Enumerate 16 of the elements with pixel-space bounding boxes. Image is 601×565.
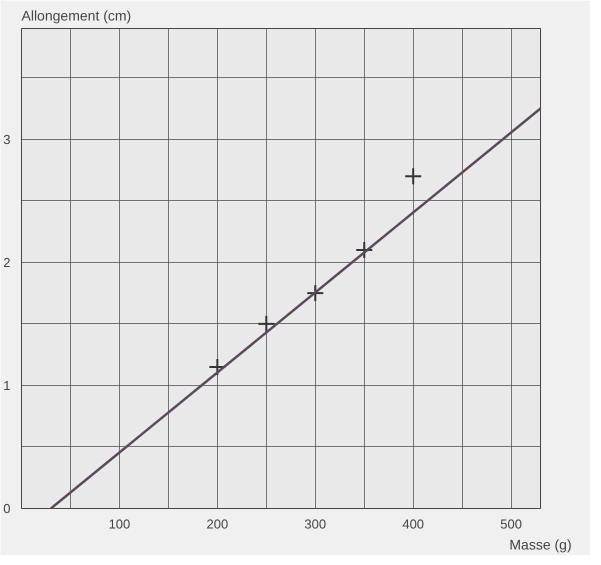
x-tick-label: 500: [500, 516, 522, 532]
x-tick-label: 200: [206, 516, 228, 532]
x-tick-label: 400: [402, 516, 424, 532]
x-axis-title: Masse (g): [509, 536, 572, 552]
point: [355, 241, 374, 260]
y-tick-label: 1: [3, 378, 11, 393]
x-tick-label: 100: [108, 516, 130, 532]
point: [306, 284, 324, 302]
point: [208, 358, 226, 376]
y-axis-title: Allongement (cm): [22, 8, 132, 24]
point: [257, 314, 276, 333]
x-tick-label: 300: [304, 516, 326, 532]
y-tick-label: 0: [3, 501, 11, 516]
y-tick-label: 2: [3, 254, 11, 270]
point: [404, 167, 422, 186]
y-tick-label: 3: [3, 132, 11, 147]
